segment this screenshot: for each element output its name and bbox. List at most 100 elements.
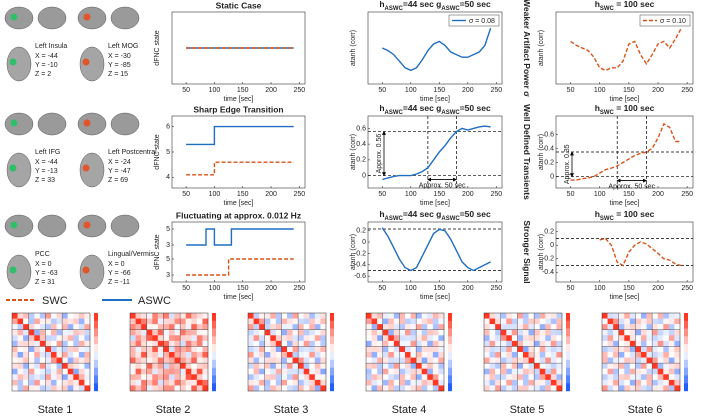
matrix-cell [23, 324, 29, 330]
matrix-cell [84, 335, 91, 342]
matrix-cell [23, 379, 29, 386]
colorbar [212, 383, 216, 392]
matrix-cell [646, 313, 653, 319]
matrix-cell [45, 363, 52, 369]
matrix-cell [405, 385, 411, 392]
matrix-cell [248, 363, 254, 369]
matrix-cell [399, 318, 406, 325]
matrix-cell [275, 368, 282, 375]
matrix-cell [489, 340, 496, 347]
region-name: PCC [35, 251, 50, 258]
matrix-cell [185, 363, 192, 369]
matrix-cell [248, 357, 254, 364]
matrix-cell [62, 352, 68, 358]
matrix-cell [73, 346, 80, 353]
matrix-cell [624, 329, 631, 336]
matrix-cell [287, 363, 293, 369]
matrix-cell [668, 340, 675, 347]
title-part: ASWC [385, 110, 404, 116]
matrix-cell [248, 346, 254, 353]
matrix-cell [309, 346, 316, 353]
matrix-cell [556, 374, 563, 381]
matrix-cell [371, 313, 378, 319]
matrix-cell [393, 374, 400, 381]
matrix-cell [545, 313, 552, 319]
matrix-cell [657, 318, 664, 325]
y-tick-label: 0.6 [544, 131, 554, 138]
matrix-cell [613, 379, 619, 386]
matrix-cell [39, 385, 46, 392]
matrix-cell [56, 313, 63, 319]
matrix-cell [28, 363, 35, 369]
matrix-cell [152, 340, 159, 347]
matrix-cell [298, 324, 304, 330]
matrix-cell [641, 357, 647, 364]
y-tick-label: 5 [166, 149, 170, 156]
matrix-cell [152, 346, 159, 353]
matrix-cell [275, 352, 282, 358]
matrix-cell [366, 352, 372, 358]
colorbar [684, 320, 688, 329]
matrix-cell [646, 335, 653, 342]
matrix-cell [253, 346, 260, 353]
matrix-cell [180, 357, 186, 364]
matrix-cell [528, 385, 535, 392]
matrix-cell [393, 379, 400, 386]
matrix-cell [264, 385, 271, 392]
matrix-cell [292, 374, 299, 381]
matrix-cell [657, 335, 664, 342]
matrix-cell [489, 385, 496, 392]
matrix-cell [495, 374, 501, 381]
matrix-cell [67, 385, 74, 392]
matrix-cell [185, 374, 192, 381]
matrix-cell [629, 368, 636, 375]
matrix-cell [17, 318, 24, 325]
matrix-cell [62, 363, 68, 369]
matrix-cell [506, 313, 513, 319]
matrix-cell [264, 357, 271, 364]
colorbar [448, 344, 452, 353]
matrix-cell [528, 374, 535, 381]
matrix-cell [416, 368, 422, 375]
matrix-cell [657, 374, 664, 381]
region-coord: X = 0 [108, 261, 125, 268]
matrix-cell [618, 374, 625, 381]
colorbar [684, 336, 688, 345]
x-tick-label: 100 [209, 285, 221, 292]
matrix-cell [635, 324, 642, 330]
matrix-cell [196, 318, 203, 325]
title-part: ASWC [441, 6, 460, 12]
matrix-cell [635, 357, 642, 364]
matrix-cell [539, 313, 546, 319]
colorbar [94, 313, 98, 321]
matrix-cell [309, 379, 316, 386]
matrix-cell [12, 363, 18, 369]
matrix-cell [264, 379, 271, 386]
matrix-cell [674, 363, 681, 369]
matrix-frame [365, 312, 445, 392]
matrix-cell [185, 313, 192, 319]
matrix-cell [314, 352, 321, 358]
y-axis-label: atanh (corr) [538, 134, 545, 170]
matrix-cell [163, 324, 170, 330]
matrix-cell [135, 324, 142, 330]
matrix-cell [366, 340, 372, 347]
matrix-cell [292, 340, 299, 347]
x-tick-label: 150 [237, 285, 249, 292]
y-tick-label: 5 [166, 256, 170, 263]
matrix-cell [427, 340, 434, 347]
matrix-cell [34, 379, 41, 386]
x-tick-label: 250 [681, 87, 693, 94]
matrix-cell [663, 385, 670, 392]
matrix-cell [130, 352, 136, 358]
matrix-cell [180, 335, 186, 342]
matrix-cell [534, 318, 540, 325]
matrix-cell [388, 324, 395, 330]
matrix-cell [674, 329, 681, 336]
matrix-cell [624, 368, 631, 375]
matrix-cell [169, 340, 175, 347]
matrix-cell [253, 385, 260, 392]
matrix-cell [421, 357, 428, 364]
matrix-cell [196, 357, 203, 364]
matrix-cell [377, 352, 383, 358]
